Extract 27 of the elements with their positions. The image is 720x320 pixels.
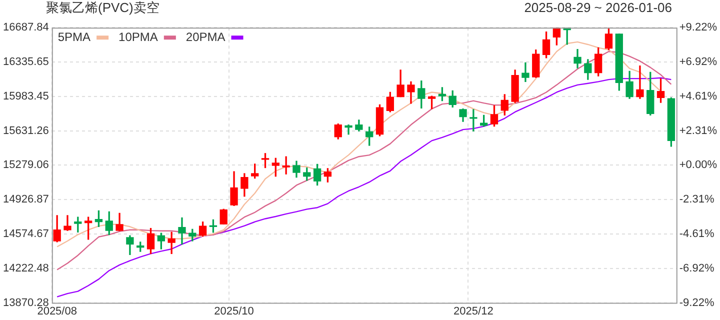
y2-tick-label: +9.22% [679,22,718,34]
y2-tick-label: +0.00% [679,159,718,172]
chart-title: 聚氯乙烯(PVC)卖空 [46,0,160,16]
y-tick-label: 14926.87 [2,194,49,206]
y-tick-label: 15631.26 [2,124,49,137]
candlestick [470,109,478,132]
legend-label: 5PMA [58,30,91,44]
y2-tick-label: -4.61% [679,228,714,240]
y-tick-label: 16335.65 [2,56,49,68]
y-tick-label: 14222.48 [2,262,49,274]
y2-tick-label: -9.22% [679,296,714,309]
y2-tick-label: -6.92% [679,262,714,275]
y2-tick-label: +2.31% [679,124,718,137]
x-tick-label: 2025/08 [37,305,77,318]
chart-subtitle: 2025-08-29 ~ 2026-01-06 [524,0,672,16]
y-tick-label: 14574.67 [2,228,49,240]
y-tick-label: 16687.84 [2,22,49,34]
y2-tick-label: +4.61% [679,90,718,102]
legend-label: 10PMA [118,30,158,44]
x-tick-label: 2025/12 [454,305,494,318]
candlestick [261,153,270,168]
legend-label: 20PMA [186,30,226,44]
y2-tick-label: -2.31% [679,194,714,206]
x-tick-label: 2025/10 [214,305,254,318]
y-tick-label: 15279.06 [2,159,49,172]
y2-tick-label: +6.92% [679,56,718,68]
y-tick-label: 15983.45 [2,90,49,102]
